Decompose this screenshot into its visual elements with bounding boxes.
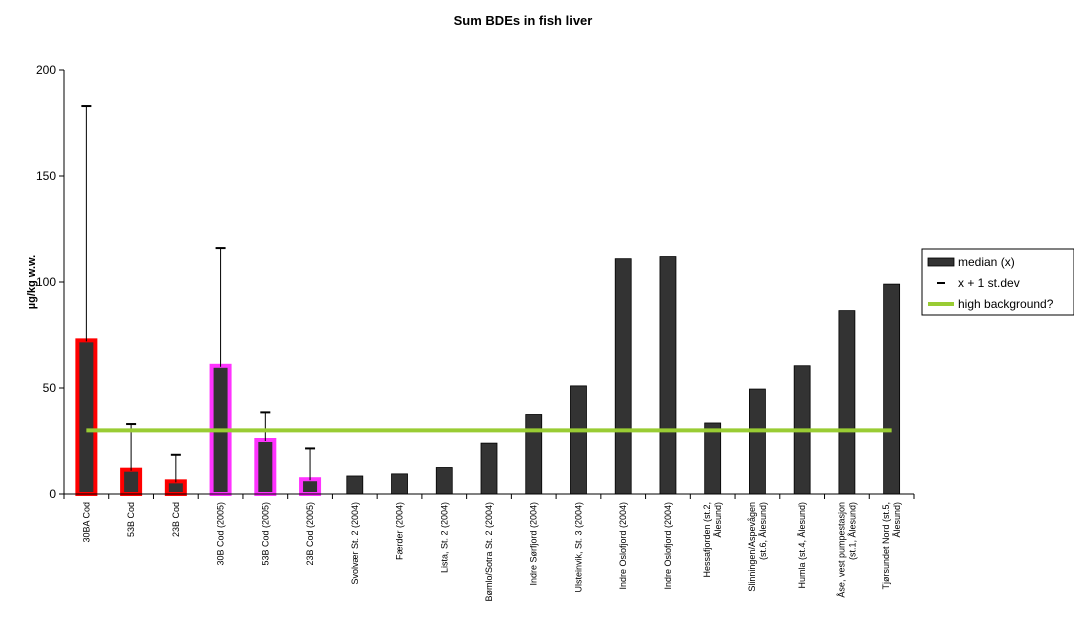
legend-label-median: median (x) <box>958 255 1015 269</box>
x-tick-label: 23B Cod (2005) <box>305 502 315 566</box>
bar <box>614 258 632 495</box>
x-tick-label: Humla (st.4, Ålesund) <box>797 502 807 589</box>
legend: median (x) x + 1 st.dev high background? <box>921 248 1074 316</box>
x-tick-label: Svolvær St. 2 (2004) <box>350 502 360 585</box>
x-tick-label: 23B Cod <box>171 502 181 537</box>
x-tick-label: Lista, St. 2 (2004) <box>439 502 449 573</box>
x-tick-label: Bømlo/Sotra St. 2 (2004) <box>484 502 494 602</box>
x-tick-label: Indre Sørfjord (2004) <box>529 502 539 586</box>
bar <box>435 467 453 495</box>
error-bars <box>81 105 316 483</box>
x-tick-label: Hessafjorden (st.2, <box>702 502 712 578</box>
x-tick-label: Ålesund) <box>713 502 723 538</box>
bar <box>391 473 408 495</box>
legend-label-stdev: x + 1 st.dev <box>958 276 1020 290</box>
bar-highlight <box>120 467 143 496</box>
x-tick-label: Slinningen/Aspevågen <box>747 502 757 592</box>
bar-highlight <box>164 479 187 496</box>
bar <box>704 422 722 495</box>
y-tick-label: 100 <box>36 275 56 289</box>
x-tick-label: 30B Cod (2005) <box>216 502 226 566</box>
x-tick-label: Ålesund) <box>892 502 902 538</box>
x-tick-label: 53B Cod (2005) <box>260 502 270 566</box>
bar <box>480 442 498 495</box>
bar <box>525 414 543 495</box>
legend-label-background: high background? <box>958 297 1054 311</box>
x-tick-label: (st.6, Ålesund) <box>758 502 768 560</box>
x-tick-label: Tjørsundet Nord (st.5, <box>881 502 891 590</box>
bar-highlight <box>75 338 98 496</box>
y-tick-label: 0 <box>49 487 56 501</box>
x-tick-label: 53B Cod <box>126 502 136 537</box>
legend-swatch-median <box>927 257 955 267</box>
y-axis-label: µg/kg w.w. <box>26 255 38 309</box>
bar <box>346 475 364 495</box>
y-tick-label: 200 <box>36 63 56 77</box>
y-tick-label: 150 <box>36 169 56 183</box>
x-tick-label: Færder (2004) <box>395 502 405 560</box>
bar-highlight <box>299 477 322 497</box>
bar <box>838 310 856 495</box>
x-tick-label: Indre Oslofjord (2004) <box>663 502 673 590</box>
bars <box>75 256 901 497</box>
x-tick-label: Indre Oslofjord (2004) <box>618 502 628 590</box>
bar <box>659 256 677 495</box>
y-tick-label: 50 <box>43 381 57 395</box>
x-tick-label: Ulsteinvik, St. 3 (2004) <box>573 502 583 593</box>
x-tick-label: Åse, vest pumpestasjon <box>836 502 846 598</box>
y-axis: 0 50 100 150 200 <box>36 63 65 501</box>
x-tick-label: 30BA Cod <box>81 502 91 543</box>
x-axis: 30BA Cod 53B Cod 23B Cod 30B Cod (2005) 53B … <box>63 493 915 602</box>
bar <box>749 388 766 495</box>
x-tick-label: (st.1, Ålesund) <box>847 502 857 560</box>
bar <box>570 385 587 495</box>
bar <box>883 283 901 495</box>
chart-title: Sum BDEs in fish liver <box>454 13 593 28</box>
bar-highlight <box>254 438 277 496</box>
